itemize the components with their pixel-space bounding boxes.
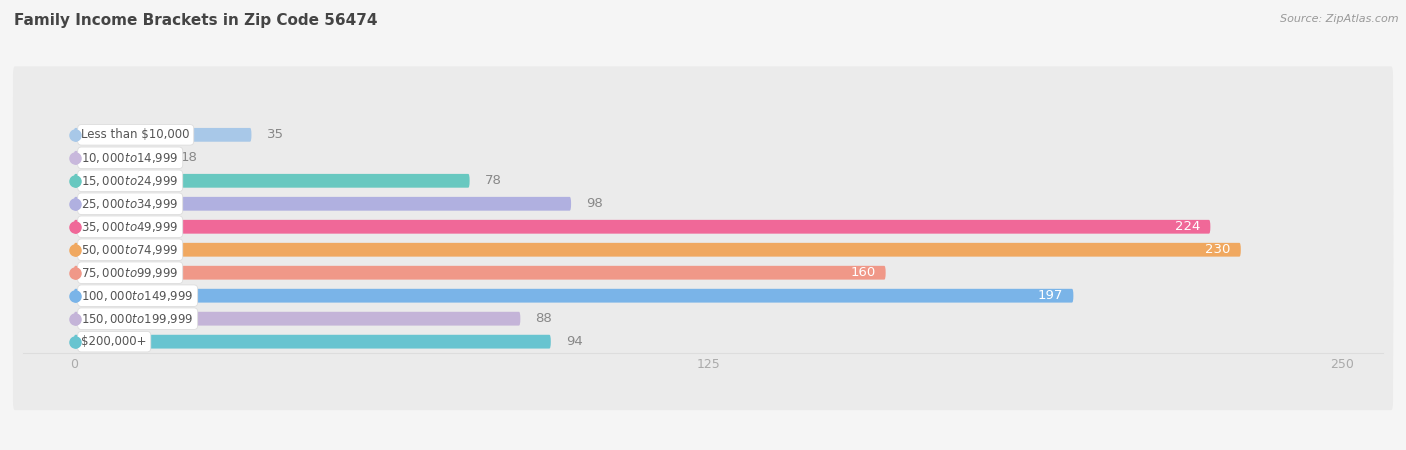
Text: 78: 78 bbox=[485, 174, 502, 187]
Text: 224: 224 bbox=[1175, 220, 1201, 233]
FancyBboxPatch shape bbox=[75, 174, 470, 188]
FancyBboxPatch shape bbox=[13, 135, 1393, 272]
FancyBboxPatch shape bbox=[75, 128, 252, 142]
FancyBboxPatch shape bbox=[13, 204, 1393, 341]
FancyBboxPatch shape bbox=[13, 227, 1393, 364]
Text: $150,000 to $199,999: $150,000 to $199,999 bbox=[82, 312, 194, 326]
FancyBboxPatch shape bbox=[75, 266, 886, 279]
Text: Family Income Brackets in Zip Code 56474: Family Income Brackets in Zip Code 56474 bbox=[14, 14, 378, 28]
Text: 98: 98 bbox=[586, 197, 603, 210]
FancyBboxPatch shape bbox=[13, 158, 1393, 295]
FancyBboxPatch shape bbox=[75, 197, 571, 211]
Text: $75,000 to $99,999: $75,000 to $99,999 bbox=[82, 266, 179, 280]
Text: 18: 18 bbox=[180, 151, 197, 164]
Text: $25,000 to $34,999: $25,000 to $34,999 bbox=[82, 197, 179, 211]
FancyBboxPatch shape bbox=[13, 66, 1393, 203]
Text: $50,000 to $74,999: $50,000 to $74,999 bbox=[82, 243, 179, 257]
FancyBboxPatch shape bbox=[13, 273, 1393, 410]
Text: $15,000 to $24,999: $15,000 to $24,999 bbox=[82, 174, 179, 188]
Text: $10,000 to $14,999: $10,000 to $14,999 bbox=[82, 151, 179, 165]
FancyBboxPatch shape bbox=[75, 220, 1211, 234]
Text: Source: ZipAtlas.com: Source: ZipAtlas.com bbox=[1281, 14, 1399, 23]
FancyBboxPatch shape bbox=[13, 112, 1393, 249]
FancyBboxPatch shape bbox=[75, 243, 1241, 256]
Text: $200,000+: $200,000+ bbox=[82, 335, 148, 348]
Text: 88: 88 bbox=[536, 312, 553, 325]
Text: 160: 160 bbox=[851, 266, 876, 279]
FancyBboxPatch shape bbox=[75, 289, 1073, 302]
FancyBboxPatch shape bbox=[13, 181, 1393, 318]
Text: Less than $10,000: Less than $10,000 bbox=[82, 128, 190, 141]
FancyBboxPatch shape bbox=[13, 89, 1393, 226]
FancyBboxPatch shape bbox=[75, 151, 165, 165]
Text: 35: 35 bbox=[267, 128, 284, 141]
FancyBboxPatch shape bbox=[75, 312, 520, 326]
Text: $35,000 to $49,999: $35,000 to $49,999 bbox=[82, 220, 179, 234]
Text: 230: 230 bbox=[1205, 243, 1230, 256]
Text: 94: 94 bbox=[567, 335, 582, 348]
Text: $100,000 to $149,999: $100,000 to $149,999 bbox=[82, 289, 194, 303]
FancyBboxPatch shape bbox=[75, 335, 551, 349]
FancyBboxPatch shape bbox=[13, 250, 1393, 387]
Text: 197: 197 bbox=[1038, 289, 1063, 302]
